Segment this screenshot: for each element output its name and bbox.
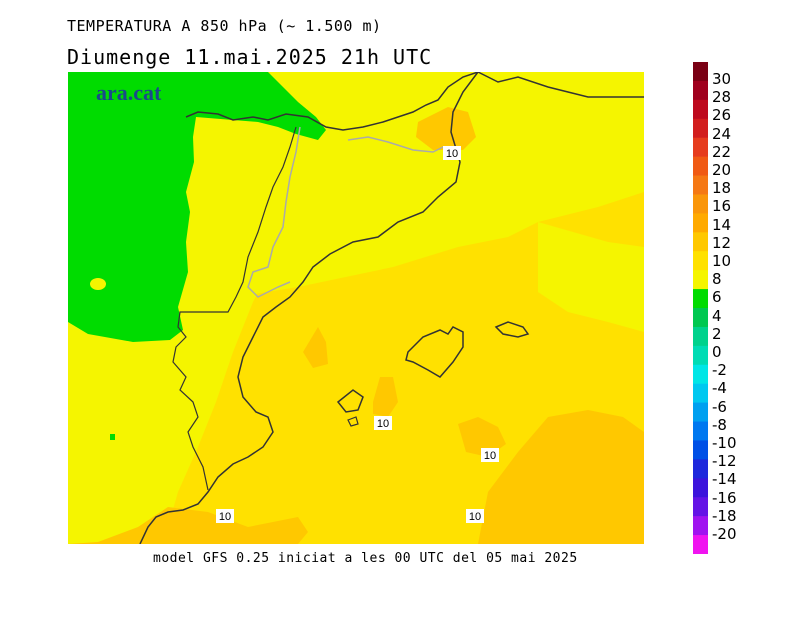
contour-label: 10 (374, 416, 392, 430)
formentera-island (347, 416, 359, 427)
contour-label: 10 (466, 509, 484, 523)
band-2-6-dot (110, 434, 115, 440)
temperature-map: 10 10 10 10 10 ara.cat (68, 72, 644, 544)
colorbar-swatch (693, 289, 708, 309)
temperature-colorbar (693, 62, 708, 554)
band-2-6-patch (90, 278, 106, 290)
ara-cat-logo: ara.cat (96, 80, 162, 105)
colorbar-label: 24 (712, 124, 732, 143)
colorbar-swatch (693, 175, 708, 195)
band-10-12-south (458, 417, 506, 457)
menorca-island (494, 321, 530, 338)
colorbar-label: 10 (712, 252, 732, 270)
colorbar-label: -18 (712, 506, 737, 525)
colorbar-label: -16 (712, 488, 737, 507)
map-subtitle-date: Diumenge 11.mai.2025 21h UTC (67, 45, 433, 69)
colorbar-label: -4 (712, 379, 727, 398)
band-6-8-east (538, 222, 644, 332)
coastline (139, 72, 479, 544)
band-6-8 (68, 72, 644, 544)
colorbar-swatch (693, 213, 708, 233)
colorbar-label: -8 (712, 415, 727, 434)
model-run-footer: model GFS 0.25 iniciat a les 00 UTC del … (153, 551, 578, 566)
contour-label: 10 (443, 146, 461, 160)
band-10-12-southeast (478, 410, 644, 544)
colorbar-swatch (693, 516, 708, 536)
catalonia-border (247, 126, 301, 298)
colorbar-label: 0 (712, 343, 722, 361)
svg-text:10: 10 (219, 511, 231, 523)
aragon-border (172, 126, 297, 491)
band-10-12-west-island (303, 327, 328, 368)
colorbar-label: -20 (712, 525, 737, 543)
france-border (185, 72, 644, 131)
colorbar-swatch (693, 345, 708, 366)
colorbar-label: 28 (712, 88, 732, 107)
colorbar-swatch (693, 497, 708, 517)
colorbar-swatch (693, 326, 708, 347)
band-2-6 (68, 72, 326, 342)
band-10-12-north (416, 107, 476, 150)
colorbar-swatch (693, 308, 708, 328)
colorbar-swatch (693, 535, 708, 554)
band-10-12-southwest (68, 507, 308, 544)
colorbar-label: 8 (712, 270, 722, 289)
colorbar-swatch (693, 383, 708, 404)
colorbar-label: -10 (712, 434, 737, 452)
svg-text:10: 10 (377, 418, 389, 430)
colorbar-label: 22 (712, 142, 732, 161)
band-10-12-ibiza (373, 377, 398, 417)
colorbar-label: 16 (712, 197, 732, 216)
contour-label: 10 (216, 509, 234, 523)
colorbar-swatch (693, 194, 708, 214)
colorbar-swatch (693, 251, 708, 271)
contour-label: 10 (481, 448, 499, 462)
colorbar-label: 18 (712, 179, 732, 198)
colorbar-label: 6 (712, 288, 722, 307)
colorbar-swatch (693, 459, 708, 479)
colorbar-swatch (693, 270, 708, 290)
colorbar-label: 14 (712, 215, 732, 234)
colorbar-swatch (693, 478, 708, 498)
colorbar-swatch (693, 232, 708, 252)
colorbar-label: 20 (712, 161, 732, 179)
colorbar-swatch (693, 62, 708, 82)
colorbar-label: 4 (712, 306, 722, 325)
colorbar-label: -2 (712, 361, 727, 380)
colorbar-swatch (693, 156, 708, 177)
colorbar-swatch (693, 99, 708, 120)
colorbar-label: -12 (712, 452, 737, 471)
svg-text:10: 10 (484, 450, 496, 462)
map-title: TEMPERATURA A 850 hPa (~ 1.500 m) (67, 17, 382, 35)
colorbar-swatch (693, 440, 708, 460)
colorbar-label: -6 (712, 397, 727, 416)
colorbar-swatch (693, 364, 708, 385)
colorbar-swatch (693, 421, 708, 441)
mallorca-island (405, 326, 464, 378)
colorbar-swatch (693, 80, 708, 101)
ibiza-island (336, 389, 364, 413)
colorbar-swatch (693, 402, 708, 423)
colorbar-label: 12 (712, 233, 732, 252)
colorbar-label: -14 (712, 470, 737, 489)
colorbar-label: 2 (712, 324, 722, 343)
svg-text:10: 10 (446, 148, 458, 160)
colorbar-swatch (693, 137, 708, 158)
svg-text:10: 10 (469, 511, 481, 523)
catalonia-north-border (347, 136, 444, 153)
colorbar-label: 30 (712, 70, 732, 88)
colorbar-swatch (693, 118, 708, 139)
colorbar-label: 26 (712, 106, 732, 125)
